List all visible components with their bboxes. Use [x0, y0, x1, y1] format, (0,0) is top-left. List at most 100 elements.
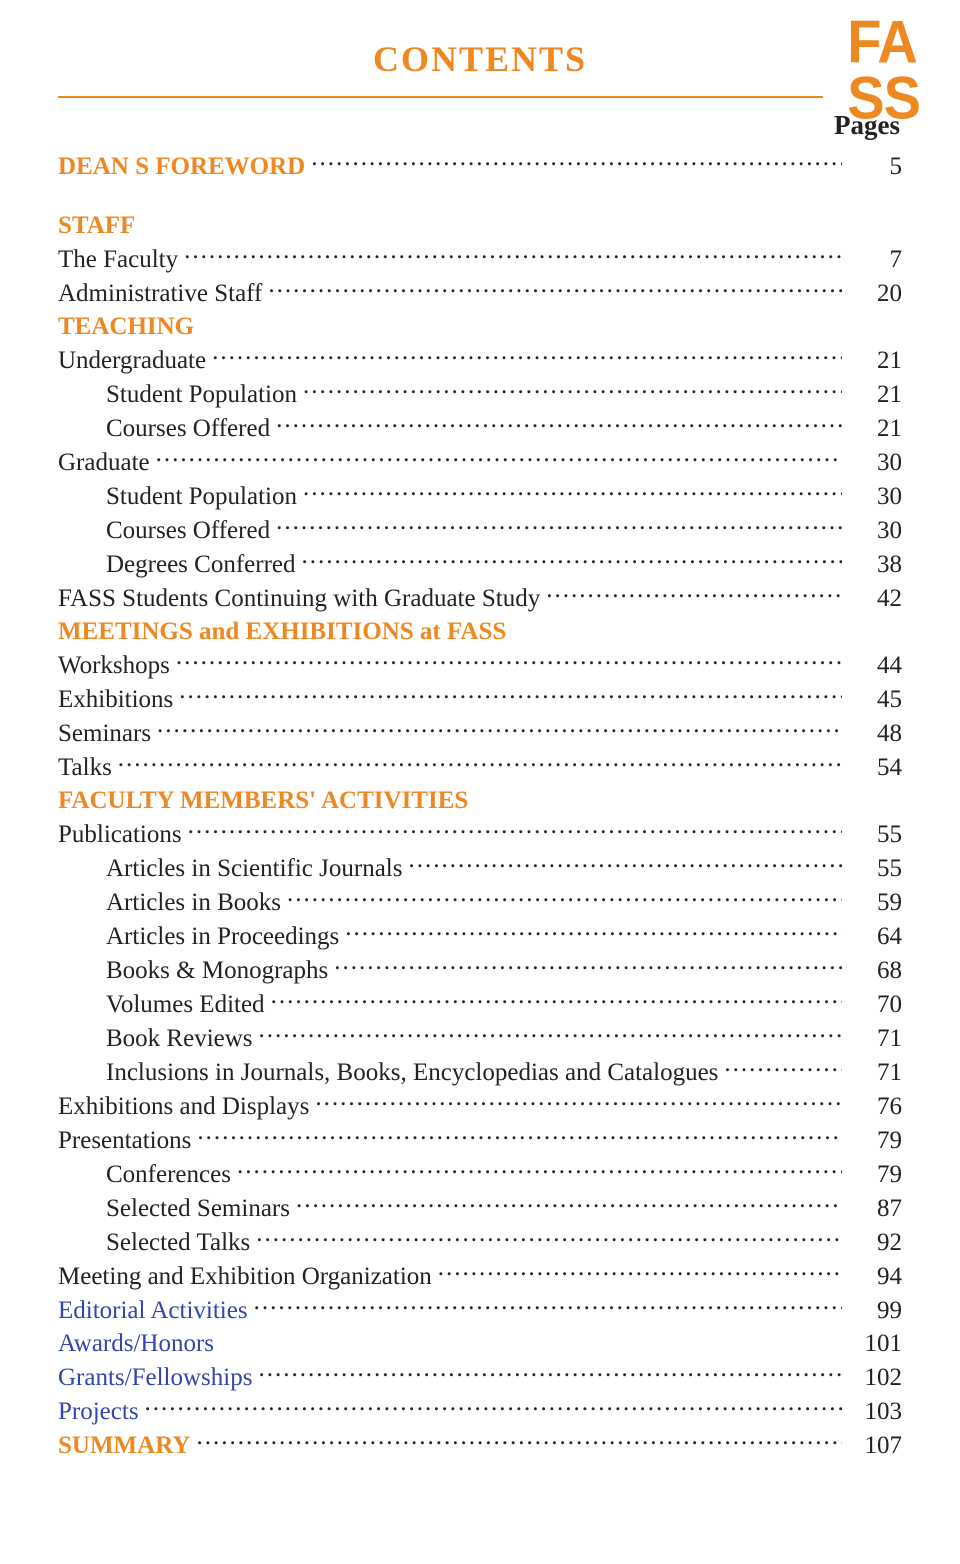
toc-entry-label: FASS Students Continuing with Graduate S…	[58, 582, 540, 615]
leader-dots	[256, 1225, 842, 1250]
toc-entry-page: 107	[848, 1429, 902, 1462]
toc-entry-label: Grants/Fellowships	[58, 1361, 252, 1394]
toc-entry: Undergraduate21	[58, 343, 902, 377]
toc-entry-page: 20	[848, 277, 902, 310]
leader-dots	[296, 1191, 842, 1216]
toc-entry-label: Selected Seminars	[106, 1192, 290, 1225]
toc-entry: Presentations79	[58, 1123, 902, 1157]
toc-entry-page: 55	[848, 852, 902, 885]
toc-entry: Publications55	[58, 817, 902, 851]
toc-entry: MEETINGS and EXHIBITIONS at FASS	[58, 615, 902, 648]
toc-entry-page: 71	[848, 1056, 902, 1089]
toc-entry-page: 54	[848, 751, 902, 784]
toc-entry-label: Exhibitions	[58, 683, 173, 716]
toc-entry-label: Articles in Proceedings	[106, 920, 339, 953]
toc-entry-page: 87	[848, 1192, 902, 1225]
toc-entry: Conferences 79	[58, 1157, 902, 1191]
toc-entry: The Faculty 7	[58, 242, 902, 276]
toc-entry: Books & Monographs 68	[58, 953, 902, 987]
toc-entry: STAFF	[58, 209, 902, 242]
toc-entry: Graduate30	[58, 445, 902, 479]
toc-entry: Book Reviews71	[58, 1021, 902, 1055]
toc-entry-page: 79	[848, 1158, 902, 1191]
toc-entry: TEACHING	[58, 310, 902, 343]
toc-entry-label: Editorial Activities	[58, 1294, 248, 1327]
toc-entry: DEAN S FOREWORD5	[58, 149, 902, 183]
toc-entry-page: 5	[848, 150, 902, 183]
toc-entry-label: Conferences	[106, 1158, 231, 1191]
leader-dots	[268, 276, 842, 301]
toc-entry-label: Presentations	[58, 1124, 191, 1157]
leader-dots	[259, 1021, 842, 1046]
page-title: CONTENTS	[58, 38, 902, 80]
toc-entry-page: 103	[848, 1395, 902, 1428]
toc-entry-label: Book Reviews	[106, 1022, 253, 1055]
toc-entry-page: 21	[848, 378, 902, 411]
toc-entry: Courses Offered 30	[58, 513, 902, 547]
toc-entry-label: Undergraduate	[58, 344, 206, 377]
toc-entry-label: Seminars	[58, 717, 151, 750]
toc-entry-page: 44	[848, 649, 902, 682]
toc-entry-label: Courses Offered	[106, 412, 270, 445]
toc-entry-page: 30	[848, 446, 902, 479]
toc-entry-page: 7	[848, 243, 902, 276]
toc-entry-label: The Faculty	[58, 243, 178, 276]
vertical-gap	[58, 183, 902, 209]
toc-entry-label: Books & Monographs	[106, 954, 328, 987]
toc-entry-label: Volumes Edited	[106, 988, 265, 1021]
toc-entry-page: 101	[848, 1327, 902, 1360]
toc-entry: Volumes Edited 70	[58, 987, 902, 1021]
toc-entry-label: Inclusions in Journals, Books, Encyclope…	[106, 1056, 718, 1089]
toc-entry-label: Awards/Honors	[58, 1327, 214, 1360]
toc-entry-page: 30	[848, 514, 902, 547]
leader-dots	[334, 953, 842, 978]
leader-dots	[303, 479, 842, 504]
toc-entry: Seminars48	[58, 716, 902, 750]
toc-entry-label: Talks	[58, 751, 112, 784]
toc-entry: Student Population30	[58, 479, 902, 513]
toc-entry: Degrees Conferred 38	[58, 547, 902, 581]
toc-entry-page: 38	[848, 548, 902, 581]
leader-dots	[145, 1394, 842, 1419]
document-page: FA SS CONTENTS Pages DEAN S FOREWORD5STA…	[0, 0, 960, 1564]
leader-dots	[176, 648, 842, 673]
toc-entry: FACULTY MEMBERS' ACTIVITIES	[58, 784, 902, 817]
leader-dots	[188, 817, 842, 842]
leader-dots	[179, 682, 842, 707]
leader-dots	[546, 581, 842, 606]
leader-dots	[197, 1123, 842, 1148]
toc-entry: Talks 54	[58, 750, 902, 784]
toc-entry-label: Workshops	[58, 649, 170, 682]
toc-entry: Articles in Books59	[58, 885, 902, 919]
leader-dots	[212, 343, 842, 368]
toc-entry-label: Exhibitions and Displays	[58, 1090, 309, 1123]
leader-dots	[237, 1157, 842, 1182]
toc-entry-label: Articles in Scientific Journals	[106, 852, 402, 885]
leader-dots	[303, 377, 842, 402]
leader-dots	[258, 1360, 842, 1385]
toc-entry: Exhibitions45	[58, 682, 902, 716]
toc-entry-label: Courses Offered	[106, 514, 270, 547]
toc-entry-page: 70	[848, 988, 902, 1021]
leader-dots	[345, 919, 842, 944]
toc-entry-label: TEACHING	[58, 310, 194, 343]
toc-entry: Awards/Honors 101	[58, 1327, 902, 1360]
toc-entry-label: MEETINGS and EXHIBITIONS at FASS	[58, 615, 506, 648]
logo-line-1: FA	[847, 14, 920, 70]
toc-entry: Selected Seminars 87	[58, 1191, 902, 1225]
leader-dots	[276, 411, 842, 436]
leader-dots	[276, 513, 842, 538]
toc-entry-label: Meeting and Exhibition Organization	[58, 1260, 432, 1293]
toc-entry-page: 94	[848, 1260, 902, 1293]
toc-entry: Articles in Proceedings64	[58, 919, 902, 953]
toc-entry-page: 99	[848, 1294, 902, 1327]
toc-entry: Student Population21	[58, 377, 902, 411]
toc-entry-page: 102	[848, 1361, 902, 1394]
leader-dots	[302, 547, 843, 572]
leader-dots	[724, 1055, 842, 1080]
leader-dots	[408, 851, 842, 876]
toc-entry: Editorial Activities 99	[58, 1293, 902, 1327]
toc-entry-page: 68	[848, 954, 902, 987]
toc-entry-label: Degrees Conferred	[106, 548, 296, 581]
logo-line-2: SS	[847, 70, 920, 126]
